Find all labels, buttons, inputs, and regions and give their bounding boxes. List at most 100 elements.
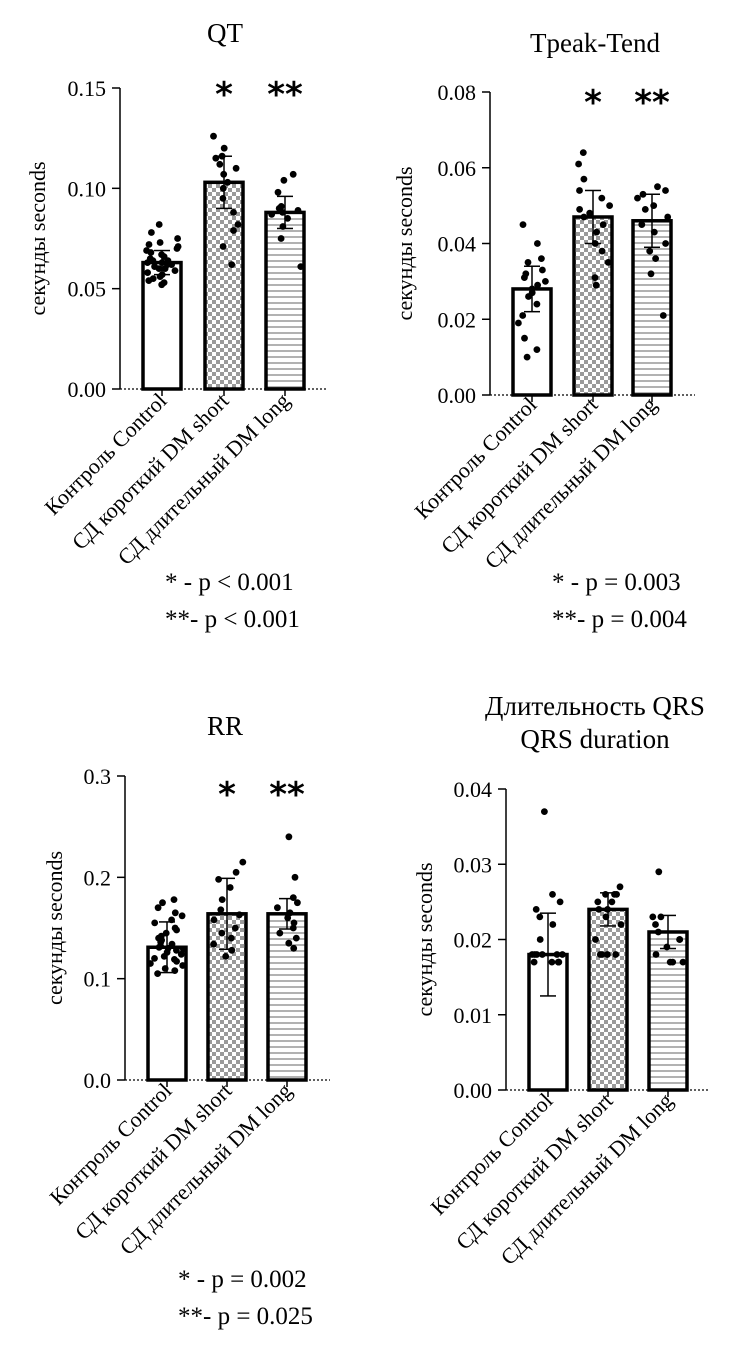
data-point [598,247,606,255]
data-point [147,960,154,967]
data-point [580,213,588,221]
data-point [276,929,284,937]
chart-title: Tpeak-Tend [530,28,661,58]
data-point [174,235,182,242]
data-point [154,970,162,977]
data-point [591,240,599,247]
y-tick-label: 0.00 [68,377,107,402]
data-point [216,160,224,168]
p-value-note: * - p = 0.003 [552,569,681,596]
data-point [556,898,564,906]
data-point [652,921,659,928]
y-tick-label: 0.03 [454,852,493,877]
data-point [171,924,179,932]
data-point [649,913,657,921]
p-value-note: **- p = 0.025 [178,1303,313,1330]
chart-title: RR [207,711,243,741]
data-point [553,951,561,958]
data-point [634,194,641,202]
data-point [290,944,298,952]
data-point [219,184,227,192]
data-point [151,919,159,927]
data-point [151,955,158,962]
data-point [647,270,655,278]
p-value-note: **- p < 0.001 [165,606,300,633]
data-point [646,247,654,255]
data-point [592,281,600,289]
data-point [180,945,187,953]
data-point [532,906,540,913]
data-point [608,898,616,906]
data-point [519,312,527,319]
data-point [559,951,566,958]
data-point [659,312,667,319]
data-point [522,270,530,278]
data-point [230,209,237,216]
data-point [617,921,625,928]
p-value-note: **- p = 0.004 [552,606,687,633]
p-value-note: * - p = 0.002 [178,1266,307,1293]
data-point [239,858,247,866]
data-point [268,211,276,218]
data-point [598,194,606,202]
significance-star: ** [634,83,670,123]
data-point [156,239,164,246]
y-tick-label: 0.04 [438,232,477,257]
y-tick-label: 0.02 [454,928,493,953]
data-point [586,209,594,217]
data-point [220,144,228,152]
significance-star: ** [267,75,303,115]
data-point [145,241,153,248]
y-tick-label: 0.2 [84,865,112,890]
data-point [289,894,297,901]
data-point [228,946,236,954]
data-point [280,176,288,184]
data-point [294,899,301,907]
data-point [227,934,235,942]
data-point [662,187,669,194]
data-point [148,229,155,236]
data-point [533,300,541,308]
y-axis-label: секунды seconds [392,166,417,320]
data-point [602,891,609,898]
data-point [592,936,599,943]
p-value-note: * - p < 0.001 [165,569,294,596]
bar-dm-short [203,180,245,391]
data-point [542,278,549,285]
data-point [596,951,604,958]
data-point [602,913,610,921]
y-tick-label: 0.05 [68,277,107,302]
data-point [669,958,677,966]
data-point [228,261,236,268]
data-point [210,132,217,140]
data-point [159,899,166,907]
data-point [604,906,611,913]
data-point [515,319,522,327]
data-point [652,951,660,958]
data-point [171,909,179,917]
data-point [279,223,287,230]
data-point [538,951,546,958]
data-point [289,924,297,932]
data-point [144,269,152,276]
data-point [215,876,223,883]
data-point [679,958,687,966]
data-point [224,178,232,186]
data-point [521,334,528,342]
y-tick-label: 0.08 [438,80,477,105]
data-point [604,259,612,266]
data-point [548,958,556,966]
data-point [591,274,599,281]
data-point [650,228,658,236]
data-point [171,967,179,974]
data-point [663,943,671,951]
data-point [534,240,541,247]
data-point [231,924,239,932]
data-point [533,346,541,353]
bar-dm-long [266,912,308,1082]
y-tick-label: 0.10 [68,176,107,201]
data-point [171,956,178,963]
